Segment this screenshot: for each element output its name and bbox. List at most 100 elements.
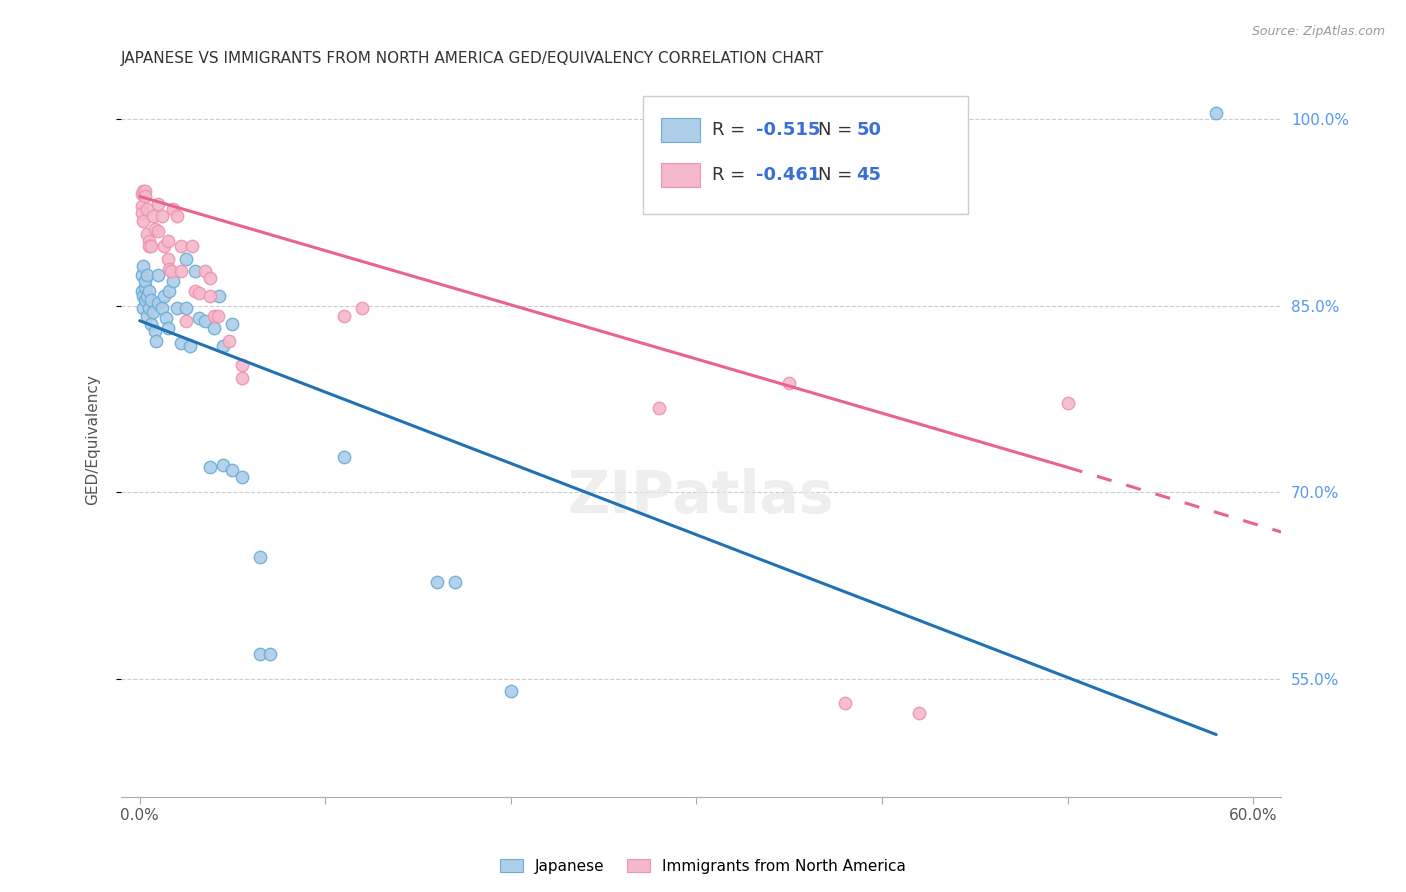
- Point: [131, 199, 153, 213]
- Point: [188, 286, 211, 301]
- Text: Source: ZipAtlas.com: Source: ZipAtlas.com: [1251, 25, 1385, 38]
- Point: [188, 311, 211, 326]
- Y-axis label: GED/Equivalency: GED/Equivalency: [86, 374, 100, 505]
- Point: [208, 289, 231, 303]
- FancyBboxPatch shape: [643, 96, 967, 214]
- Text: JAPANESE VS IMMIGRANTS FROM NORTH AMERICA GED/EQUIVALENCY CORRELATION CHART: JAPANESE VS IMMIGRANTS FROM NORTH AMERIC…: [121, 51, 824, 66]
- Point: [174, 301, 197, 316]
- Point: [134, 293, 156, 307]
- Point: [184, 264, 207, 278]
- Point: [155, 311, 177, 326]
- Point: [145, 334, 167, 348]
- Point: [231, 359, 253, 373]
- Point: [148, 268, 170, 282]
- Point: [162, 202, 184, 216]
- Point: [648, 401, 671, 415]
- Point: [834, 697, 856, 711]
- Point: [231, 470, 253, 484]
- Point: [200, 271, 222, 285]
- Point: [131, 284, 153, 298]
- Legend: Japanese, Immigrants from North America: Japanese, Immigrants from North America: [494, 853, 912, 880]
- FancyBboxPatch shape: [661, 163, 700, 187]
- Point: [180, 239, 202, 253]
- Point: [1205, 106, 1227, 120]
- Text: 50: 50: [856, 121, 882, 139]
- Point: [174, 314, 197, 328]
- Point: [139, 239, 162, 253]
- Point: [202, 321, 225, 335]
- Point: [136, 268, 159, 282]
- Point: [249, 647, 271, 661]
- Point: [148, 296, 170, 310]
- Point: [778, 376, 800, 390]
- Point: [139, 293, 162, 307]
- Point: [174, 252, 197, 266]
- Point: [212, 458, 235, 472]
- Text: R =: R =: [711, 166, 751, 184]
- Point: [200, 460, 222, 475]
- Point: [134, 189, 156, 203]
- Point: [134, 274, 156, 288]
- Point: [153, 239, 176, 253]
- Point: [1056, 396, 1078, 410]
- Point: [132, 301, 155, 316]
- Point: [194, 314, 217, 328]
- Point: [143, 324, 166, 338]
- Point: [131, 268, 153, 282]
- Point: [138, 234, 160, 248]
- Point: [156, 234, 179, 248]
- Point: [132, 185, 155, 199]
- FancyBboxPatch shape: [661, 118, 700, 142]
- Point: [221, 463, 243, 477]
- Point: [148, 224, 170, 238]
- Point: [150, 210, 173, 224]
- Point: [138, 301, 160, 316]
- Point: [169, 264, 191, 278]
- Point: [157, 284, 180, 298]
- Point: [179, 338, 201, 352]
- Point: [444, 574, 467, 589]
- Point: [221, 318, 243, 332]
- Point: [169, 239, 191, 253]
- Text: ZIPatlas: ZIPatlas: [568, 468, 834, 525]
- Point: [131, 205, 153, 219]
- Text: R =: R =: [711, 121, 751, 139]
- Point: [148, 197, 170, 211]
- Point: [333, 309, 356, 323]
- Point: [166, 301, 188, 316]
- Point: [153, 289, 176, 303]
- Point: [333, 450, 356, 465]
- Point: [138, 239, 160, 253]
- Point: [166, 210, 188, 224]
- Point: [142, 210, 165, 224]
- Point: [131, 186, 153, 201]
- Point: [143, 221, 166, 235]
- Point: [212, 338, 235, 352]
- Point: [207, 309, 229, 323]
- Point: [136, 289, 159, 303]
- Text: -0.461: -0.461: [755, 166, 820, 184]
- Point: [184, 284, 207, 298]
- Point: [200, 289, 222, 303]
- Point: [138, 284, 160, 298]
- Point: [202, 309, 225, 323]
- Point: [156, 321, 179, 335]
- Point: [194, 264, 217, 278]
- Point: [157, 261, 180, 276]
- Point: [162, 274, 184, 288]
- Point: [134, 280, 156, 294]
- Point: [139, 318, 162, 332]
- Point: [160, 264, 183, 278]
- Point: [231, 371, 253, 385]
- Point: [259, 647, 281, 661]
- Point: [134, 185, 156, 199]
- Point: [426, 574, 449, 589]
- Point: [150, 301, 173, 316]
- Point: [136, 227, 159, 241]
- Point: [218, 334, 240, 348]
- Text: N =: N =: [818, 166, 858, 184]
- Point: [499, 684, 522, 698]
- Point: [136, 202, 159, 216]
- Point: [169, 336, 191, 351]
- Point: [908, 706, 931, 721]
